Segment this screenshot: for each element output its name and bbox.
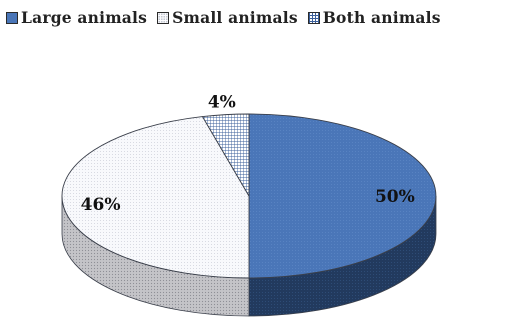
- legend-swatch-small-animals: [157, 11, 170, 24]
- pie-slice-large-animals: [248, 113, 437, 279]
- pie-slice-both-animals: [202, 113, 250, 197]
- legend-entry-small-animals: Small animals: [157, 8, 298, 27]
- legend-entry-large-animals: Large animals: [6, 8, 147, 27]
- legend-swatch-large-animals: [6, 11, 18, 24]
- pie-slice-small-animals: [61, 116, 250, 279]
- data-label-both-animals: 4%: [208, 93, 236, 113]
- legend-label-large-animals: Large animals: [21, 8, 148, 27]
- data-label-small-animals: 46%: [81, 195, 121, 215]
- legend-entry-both-animals: Both animals: [307, 8, 441, 27]
- data-label-large-animals: 50%: [375, 187, 415, 207]
- legend-label-both-animals: Both animals: [322, 8, 441, 27]
- legend-swatch-both-animals: [307, 11, 320, 24]
- chart-legend: Large animals Small animals Both animals: [6, 8, 518, 27]
- legend-label-small-animals: Small animals: [172, 8, 298, 27]
